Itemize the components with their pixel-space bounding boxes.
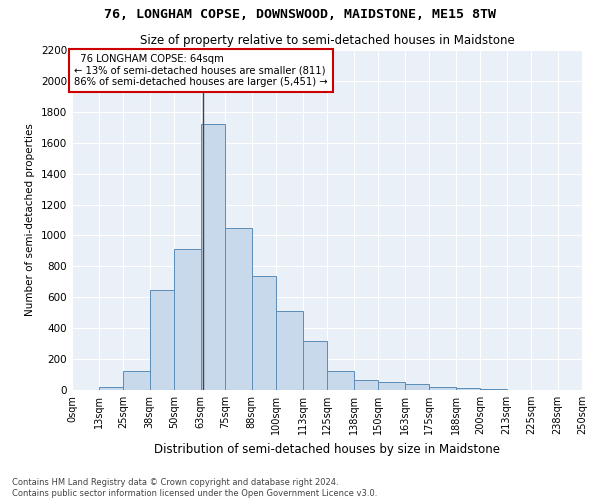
Bar <box>276 311 302 390</box>
Text: Contains HM Land Registry data © Crown copyright and database right 2024.
Contai: Contains HM Land Registry data © Crown c… <box>12 478 377 498</box>
Bar <box>378 382 404 390</box>
Bar <box>225 228 251 390</box>
Bar <box>123 372 149 390</box>
Y-axis label: Number of semi-detached properties: Number of semi-detached properties <box>25 124 35 316</box>
Bar <box>251 276 276 390</box>
Text: 76 LONGHAM COPSE: 64sqm
← 13% of semi-detached houses are smaller (811)
86% of s: 76 LONGHAM COPSE: 64sqm ← 13% of semi-de… <box>74 54 328 87</box>
Bar <box>200 124 225 390</box>
Bar <box>404 384 429 390</box>
Bar <box>480 389 506 390</box>
Bar <box>149 290 174 390</box>
Bar <box>429 387 455 390</box>
Bar <box>302 340 327 390</box>
Text: 76, LONGHAM COPSE, DOWNSWOOD, MAIDSTONE, ME15 8TW: 76, LONGHAM COPSE, DOWNSWOOD, MAIDSTONE,… <box>104 8 496 20</box>
Title: Size of property relative to semi-detached houses in Maidstone: Size of property relative to semi-detach… <box>140 34 514 48</box>
Bar <box>353 380 378 390</box>
Bar <box>327 370 353 390</box>
Bar <box>174 250 200 390</box>
Bar <box>455 388 480 390</box>
X-axis label: Distribution of semi-detached houses by size in Maidstone: Distribution of semi-detached houses by … <box>154 442 500 456</box>
Bar <box>98 387 123 390</box>
